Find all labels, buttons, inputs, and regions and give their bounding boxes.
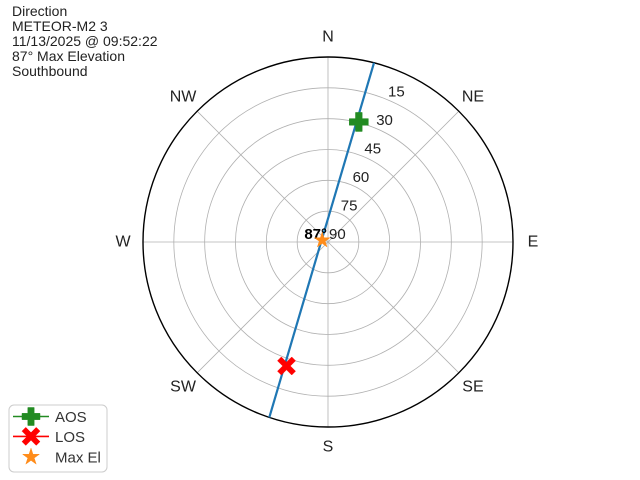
svg-text:SW: SW — [170, 378, 197, 395]
svg-text:AOS: AOS — [55, 409, 87, 426]
svg-text:N: N — [322, 29, 334, 46]
svg-text:15: 15 — [388, 84, 405, 101]
svg-text:E: E — [528, 234, 539, 251]
svg-text:W: W — [115, 234, 131, 251]
svg-text:75: 75 — [341, 198, 358, 215]
svg-text:30: 30 — [376, 112, 393, 129]
svg-text:60: 60 — [353, 169, 370, 186]
svg-text:SE: SE — [462, 378, 483, 395]
svg-text:NE: NE — [462, 89, 484, 106]
svg-text:Max El: Max El — [55, 450, 101, 467]
svg-text:LOS: LOS — [55, 429, 85, 446]
svg-text:90: 90 — [329, 226, 346, 243]
svg-text:NW: NW — [170, 89, 198, 106]
svg-text:S: S — [323, 439, 334, 456]
svg-text:45: 45 — [364, 141, 381, 158]
